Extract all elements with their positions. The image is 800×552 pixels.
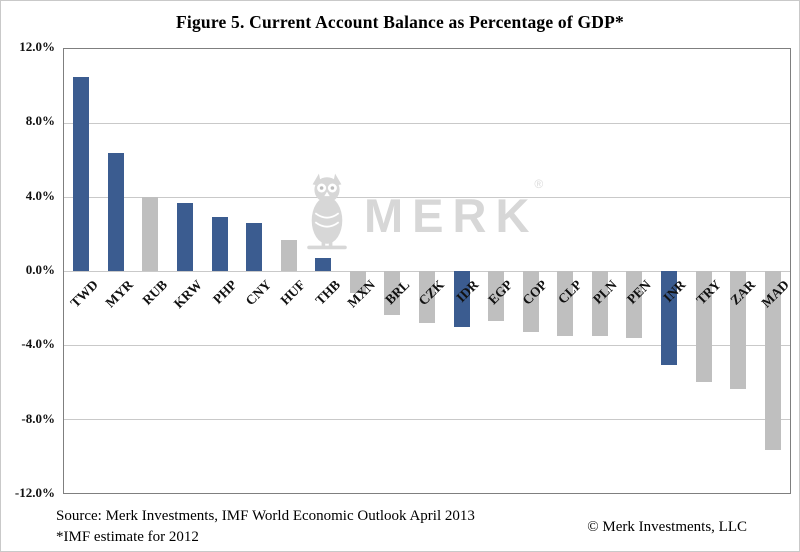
owl-logo-icon [307, 173, 347, 250]
bar-cop [522, 271, 539, 333]
bar-egp [488, 271, 505, 321]
gridline [64, 122, 790, 124]
copyright: © Merk Investments, LLC [587, 519, 747, 535]
bar-mxn [349, 271, 366, 294]
y-tick-label: 0.0% [25, 262, 55, 277]
estimate-note: *IMF estimate for 2012 [56, 529, 199, 545]
y-tick-label: -12.0% [14, 485, 55, 500]
bar-czk [419, 271, 435, 323]
bar-pln [591, 271, 608, 336]
source-note: Source: Merk Investments, IMF World Econ… [56, 508, 475, 524]
bar-cny [246, 222, 263, 271]
y-tick-label: 4.0% [25, 187, 55, 203]
bar-inr [661, 271, 677, 366]
bar-zar [730, 271, 747, 390]
bar-brl [384, 271, 401, 316]
y-tick-label: 12.0% [19, 39, 55, 54]
watermark-registered-mark: ® [534, 177, 544, 191]
gridline [64, 419, 790, 420]
bar-clp [557, 271, 574, 336]
bar-krw [176, 202, 193, 271]
bar-twd [73, 76, 90, 271]
y-tick-label: -8.0% [21, 410, 55, 426]
y-tick-label: 8.0% [25, 113, 55, 129]
watermark: MERK ® [300, 171, 543, 259]
watermark-text: MERK [364, 188, 539, 242]
bar-try [695, 271, 712, 382]
bar-pen [626, 271, 643, 338]
bar-myr [107, 152, 124, 271]
plot-area: MERK ® TWD MYR RUB KRW PHP CNY HUF THB MXN BRL CZK… [63, 48, 792, 494]
bar-thb [315, 258, 332, 271]
bar-rub [142, 196, 159, 271]
y-tick-label: -4.0% [21, 336, 55, 352]
bar-huf [280, 239, 297, 271]
gridline [64, 344, 790, 346]
gridline [64, 196, 790, 198]
bar-mad [764, 271, 781, 451]
bar-idr [453, 271, 470, 327]
y-axis: 12.0% 8.0% 4.0% 0.0% -4.0% -8.0% -12.0% [1, 39, 57, 500]
chart-title: Figure 5. Current Account Balance as Per… [176, 12, 624, 32]
bar-php [211, 217, 228, 271]
